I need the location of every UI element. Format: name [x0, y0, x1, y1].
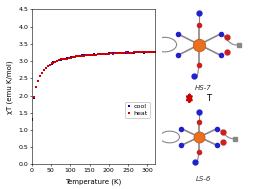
cool: [150, 51, 153, 53]
heat: [136, 51, 139, 53]
heat: [94, 53, 97, 56]
Text: T: T: [206, 94, 211, 103]
cool: [67, 57, 70, 59]
heat: [31, 119, 34, 121]
Legend: cool, heat: cool, heat: [125, 102, 150, 118]
cool: [83, 54, 86, 57]
Line: cool: cool: [31, 50, 156, 121]
heat: [59, 58, 63, 61]
heat: [142, 51, 145, 53]
cool: [59, 58, 63, 61]
cool: [148, 51, 151, 53]
heat: [67, 57, 70, 59]
X-axis label: Temperature (K): Temperature (K): [65, 178, 122, 185]
cool: [31, 118, 34, 121]
Y-axis label: χT (emu K/mol): χT (emu K/mol): [6, 60, 13, 114]
Text: HS-7: HS-7: [195, 85, 211, 91]
heat: [154, 51, 157, 53]
heat: [150, 51, 153, 53]
Text: LS-6: LS-6: [195, 176, 211, 182]
cool: [94, 53, 97, 56]
heat: [83, 54, 86, 57]
cool: [136, 51, 139, 53]
cool: [154, 51, 157, 53]
Line: heat: heat: [31, 51, 156, 121]
